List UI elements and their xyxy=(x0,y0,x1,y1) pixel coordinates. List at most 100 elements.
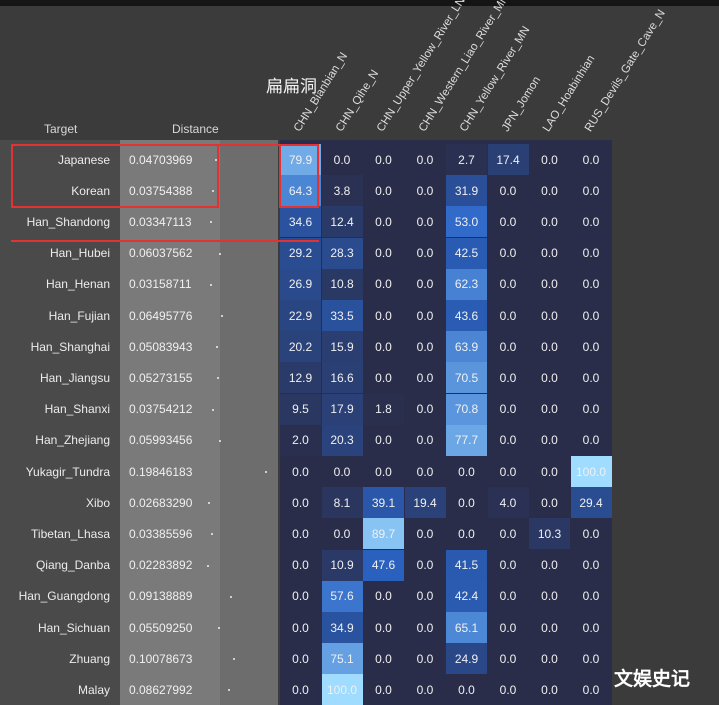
heatmap-cell: 0.0 xyxy=(375,370,392,385)
heatmap-cell: 0.0 xyxy=(458,682,475,697)
heatmap-cell: 0.0 xyxy=(582,589,600,604)
heatmap-cell: 53.0 xyxy=(446,206,487,238)
heatmap-cell: 2.7 xyxy=(446,144,487,175)
heatmap-cell: 0.0 xyxy=(541,495,558,510)
heatmap-cell: 0.0 xyxy=(375,214,392,229)
heatmap-cell: 89.7 xyxy=(363,518,404,550)
row-distance-value: 0.08627992 xyxy=(129,682,193,697)
heatmap-cell: 0.0 xyxy=(416,526,434,541)
row-target-label: Malay xyxy=(77,682,110,697)
row-target-label: Han_Sichuan xyxy=(37,620,110,635)
heatmap-cell: 100.0 xyxy=(570,456,612,487)
heatmap-cell: 0.0 xyxy=(333,526,351,541)
target-column-bg xyxy=(0,140,120,705)
column-label: CHN_Yellow_River_MN xyxy=(457,24,533,134)
heatmap-cell: 0.0 xyxy=(582,277,600,292)
heatmap-cell: 10.3 xyxy=(529,518,570,550)
heatmap-cell: 100.0 xyxy=(321,674,363,705)
heatmap-cell: 29.2 xyxy=(280,237,321,269)
heatmap-cell: 0.0 xyxy=(292,682,309,697)
heatmap-cell: 70.8 xyxy=(446,393,487,425)
heatmap-cell: 0.0 xyxy=(416,682,434,697)
heatmap-cell: 4.0 xyxy=(487,487,529,519)
row-distance-value: 0.03754388 xyxy=(129,183,193,198)
heatmap-cell: 0.0 xyxy=(582,214,600,229)
heatmap-cell: 0.0 xyxy=(416,433,434,448)
heatmap-cell: 0.0 xyxy=(499,214,517,229)
heatmap-cell: 0.0 xyxy=(582,620,600,635)
heatmap-cell: 0.0 xyxy=(416,152,434,167)
heatmap-cell: 0.0 xyxy=(541,433,558,448)
row-distance-value: 0.02683290 xyxy=(129,495,193,510)
heatmap-cell: 17.9 xyxy=(321,393,363,425)
heatmap-cell: 43.6 xyxy=(446,300,487,331)
heatmap-cell: 77.7 xyxy=(446,424,487,456)
heatmap-cell: 0.0 xyxy=(416,183,434,198)
heatmap-cell: 0.0 xyxy=(292,651,309,666)
heatmap-cell: 29.4 xyxy=(570,487,612,519)
distance-dot xyxy=(219,439,222,442)
heatmap-cell: 0.0 xyxy=(499,589,517,604)
heatmap-cell: 0.0 xyxy=(582,339,600,354)
heatmap-cell: 1.8 xyxy=(363,393,404,425)
row-target-label: Han_Henan xyxy=(45,277,110,292)
heatmap-cell: 20.3 xyxy=(321,424,363,456)
heatmap-cell: 0.0 xyxy=(416,370,434,385)
heatmap-cell: 0.0 xyxy=(458,464,475,479)
target-header: Target xyxy=(44,122,78,136)
heatmap-cell: 64.3 xyxy=(280,175,321,207)
heatmap-cell: 0.0 xyxy=(292,495,309,510)
column-label: CHN_Qihe_N xyxy=(333,68,381,134)
heatmap-cell: 0.0 xyxy=(582,433,600,448)
heatmap-cell: 0.0 xyxy=(541,589,558,604)
highlight-top-line xyxy=(219,144,279,146)
heatmap-cell: 0.0 xyxy=(416,464,434,479)
distance-header: Distance xyxy=(172,122,219,136)
heatmap-cell: 0.0 xyxy=(499,464,517,479)
heatmap-cell: 0.0 xyxy=(499,651,517,666)
heatmap-cell: 0.0 xyxy=(375,308,392,323)
heatmap-cell: 0.0 xyxy=(375,589,392,604)
heatmap-cell: 0.0 xyxy=(416,246,434,261)
heatmap-cell: 70.5 xyxy=(446,362,487,394)
heatmap-cell: 0.0 xyxy=(499,183,517,198)
heatmap-cell: 0.0 xyxy=(416,308,434,323)
heatmap-cell: 19.4 xyxy=(404,487,446,519)
heatmap-cell: 0.0 xyxy=(292,464,309,479)
heatmap-cell: 0.0 xyxy=(541,339,558,354)
row-distance-value: 0.02283892 xyxy=(129,558,193,573)
heatmap-cell: 0.0 xyxy=(416,651,434,666)
heatmap-cell: 0.0 xyxy=(416,558,434,573)
heatmap-cell: 47.6 xyxy=(363,549,404,581)
distance-dot xyxy=(229,595,232,598)
heatmap-cell: 0.0 xyxy=(499,246,517,261)
distance-bar-column-bg xyxy=(220,140,278,705)
heatmap-cell: 0.0 xyxy=(541,308,558,323)
row-distance-value: 0.05083943 xyxy=(129,339,193,354)
heatmap-cell: 26.9 xyxy=(280,268,321,300)
distance-dot xyxy=(206,564,209,567)
heatmap-cell: 0.0 xyxy=(499,682,517,697)
heatmap-cell: 0.0 xyxy=(375,183,392,198)
row-target-label: Zhuang xyxy=(69,651,110,666)
heatmap-cell: 0.0 xyxy=(333,152,351,167)
heatmap-cell: 0.0 xyxy=(541,682,558,697)
heatmap-cell: 63.9 xyxy=(446,331,487,363)
heatmap-cell: 65.1 xyxy=(446,612,487,643)
heatmap-cell: 0.0 xyxy=(582,308,600,323)
row-distance-value: 0.03347113 xyxy=(129,214,192,229)
watermark: 文娱史记 xyxy=(614,668,691,690)
heatmap-cell: 0.0 xyxy=(416,620,434,635)
page-title: 扁扁洞 xyxy=(266,77,317,97)
row-target-label: Xibo xyxy=(85,495,110,510)
row-target-label: Yukagir_Tundra xyxy=(25,464,110,479)
heatmap-cell: 0.0 xyxy=(292,620,309,635)
heatmap-cell: 0.0 xyxy=(541,651,558,666)
distance-dot xyxy=(209,283,212,286)
row-distance-value: 0.10078673 xyxy=(129,651,193,666)
heatmap-cell: 0.0 xyxy=(333,464,351,479)
highlight-underline xyxy=(11,239,319,242)
heatmap-cell: 0.0 xyxy=(458,526,475,541)
heatmap-cell: 0.0 xyxy=(416,589,434,604)
heatmap-cell: 0.0 xyxy=(499,308,517,323)
